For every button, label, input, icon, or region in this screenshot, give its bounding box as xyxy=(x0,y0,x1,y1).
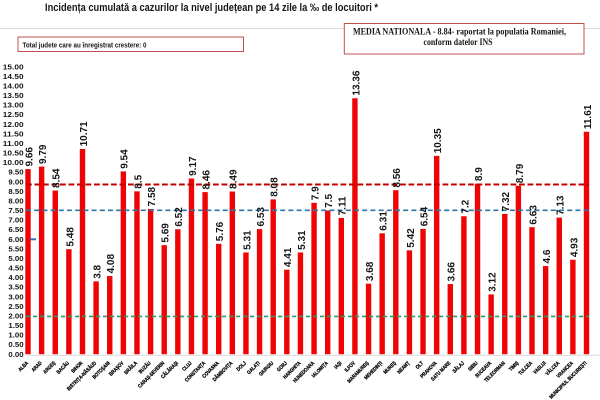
svg-text:7.50: 7.50 xyxy=(8,207,23,215)
svg-text:5.00: 5.00 xyxy=(8,255,23,263)
svg-text:11.50: 11.50 xyxy=(3,130,24,138)
svg-text:6.54: 6.54 xyxy=(419,206,430,226)
svg-text:1.00: 1.00 xyxy=(8,332,23,340)
svg-text:10.00: 10.00 xyxy=(3,159,24,167)
svg-text:12.00: 12.00 xyxy=(3,121,24,129)
svg-text:14.00: 14.00 xyxy=(3,83,24,91)
svg-text:5.69: 5.69 xyxy=(161,223,172,243)
svg-text:6.53: 6.53 xyxy=(256,207,267,227)
svg-text:9.00: 9.00 xyxy=(8,178,23,186)
svg-text:9.79: 9.79 xyxy=(38,144,49,164)
svg-text:3.68: 3.68 xyxy=(365,261,376,281)
svg-text:7.00: 7.00 xyxy=(8,217,23,225)
svg-text:11.00: 11.00 xyxy=(3,140,24,148)
svg-text:Total judete care au înregistr: Total judete care au înregistrat crester… xyxy=(23,40,147,49)
svg-text:6.50: 6.50 xyxy=(8,226,23,234)
svg-text:9.17: 9.17 xyxy=(188,156,199,176)
svg-text:2.50: 2.50 xyxy=(8,303,23,311)
svg-text:MEDIA NATIONALA - 8.84- rapor: MEDIA NATIONALA - 8.84- raportat la popu… xyxy=(353,27,566,38)
svg-text:0.00: 0.00 xyxy=(8,351,23,359)
svg-text:4.93: 4.93 xyxy=(569,237,580,257)
svg-text:5.48: 5.48 xyxy=(65,227,76,247)
svg-text:7.11: 7.11 xyxy=(338,196,349,215)
svg-text:8.54: 8.54 xyxy=(52,168,63,188)
svg-text:5.42: 5.42 xyxy=(406,228,417,248)
svg-text:4.41: 4.41 xyxy=(283,247,294,267)
svg-text:conform datelor INS: conform datelor INS xyxy=(424,37,493,48)
svg-text:3.00: 3.00 xyxy=(8,293,23,301)
svg-text:8.9: 8.9 xyxy=(474,167,485,181)
svg-text:6.00: 6.00 xyxy=(8,236,23,244)
svg-text:9.54: 9.54 xyxy=(120,149,131,169)
svg-text:6.63: 6.63 xyxy=(528,205,539,225)
svg-text:7.5: 7.5 xyxy=(324,194,335,208)
svg-text:7.13: 7.13 xyxy=(556,195,567,215)
svg-text:5.76: 5.76 xyxy=(215,221,226,241)
svg-text:6.52: 6.52 xyxy=(174,207,185,227)
svg-text:4.6: 4.6 xyxy=(542,249,553,263)
svg-text:4.50: 4.50 xyxy=(8,265,23,273)
svg-text:3.12: 3.12 xyxy=(488,272,499,292)
svg-text:9.50: 9.50 xyxy=(8,169,23,177)
svg-text:10.35: 10.35 xyxy=(433,128,444,153)
svg-text:3.8: 3.8 xyxy=(93,264,104,278)
svg-text:13.36: 13.36 xyxy=(351,70,362,95)
svg-text:7.9: 7.9 xyxy=(310,186,321,200)
svg-text:5.31: 5.31 xyxy=(242,230,253,250)
svg-text:12.50: 12.50 xyxy=(3,111,24,119)
svg-text:9.66: 9.66 xyxy=(24,147,35,167)
svg-text:8.5: 8.5 xyxy=(133,174,144,188)
svg-text:3.50: 3.50 xyxy=(8,284,23,292)
svg-text:8.00: 8.00 xyxy=(8,198,23,206)
svg-text:8.56: 8.56 xyxy=(392,168,403,188)
svg-text:14.50: 14.50 xyxy=(3,73,24,81)
svg-text:5.31: 5.31 xyxy=(297,230,308,250)
svg-text:OLT: OLT xyxy=(415,360,426,371)
svg-text:13.00: 13.00 xyxy=(3,102,24,110)
svg-text:15.00: 15.00 xyxy=(3,63,24,71)
svg-text:6.31: 6.31 xyxy=(379,211,390,231)
svg-text:5.50: 5.50 xyxy=(8,245,23,253)
svg-text:1.50: 1.50 xyxy=(8,322,23,330)
svg-text:10.50: 10.50 xyxy=(3,150,24,158)
svg-text:8.49: 8.49 xyxy=(229,169,240,189)
svg-text:7.2: 7.2 xyxy=(460,199,471,213)
svg-text:7.58: 7.58 xyxy=(147,186,158,206)
svg-text:IAȘI: IAȘI xyxy=(333,360,343,370)
svg-text:4.00: 4.00 xyxy=(8,274,23,282)
svg-text:13.50: 13.50 xyxy=(3,92,24,100)
svg-text:11.61: 11.61 xyxy=(583,104,594,129)
svg-text:Incidența cumulată a cazurilor: Incidența cumulată a cazurilor la nivel … xyxy=(45,2,379,14)
svg-text:8.08: 8.08 xyxy=(270,177,281,197)
svg-text:8.46: 8.46 xyxy=(201,170,212,190)
svg-text:7.32: 7.32 xyxy=(501,191,512,211)
svg-text:4.08: 4.08 xyxy=(106,254,117,274)
svg-text:3.66: 3.66 xyxy=(447,262,458,282)
svg-text:8.50: 8.50 xyxy=(8,188,23,196)
svg-text:10.71: 10.71 xyxy=(79,121,90,146)
svg-text:0.50: 0.50 xyxy=(8,341,23,349)
svg-text:8.79: 8.79 xyxy=(515,163,526,183)
svg-text:2.00: 2.00 xyxy=(8,312,23,320)
